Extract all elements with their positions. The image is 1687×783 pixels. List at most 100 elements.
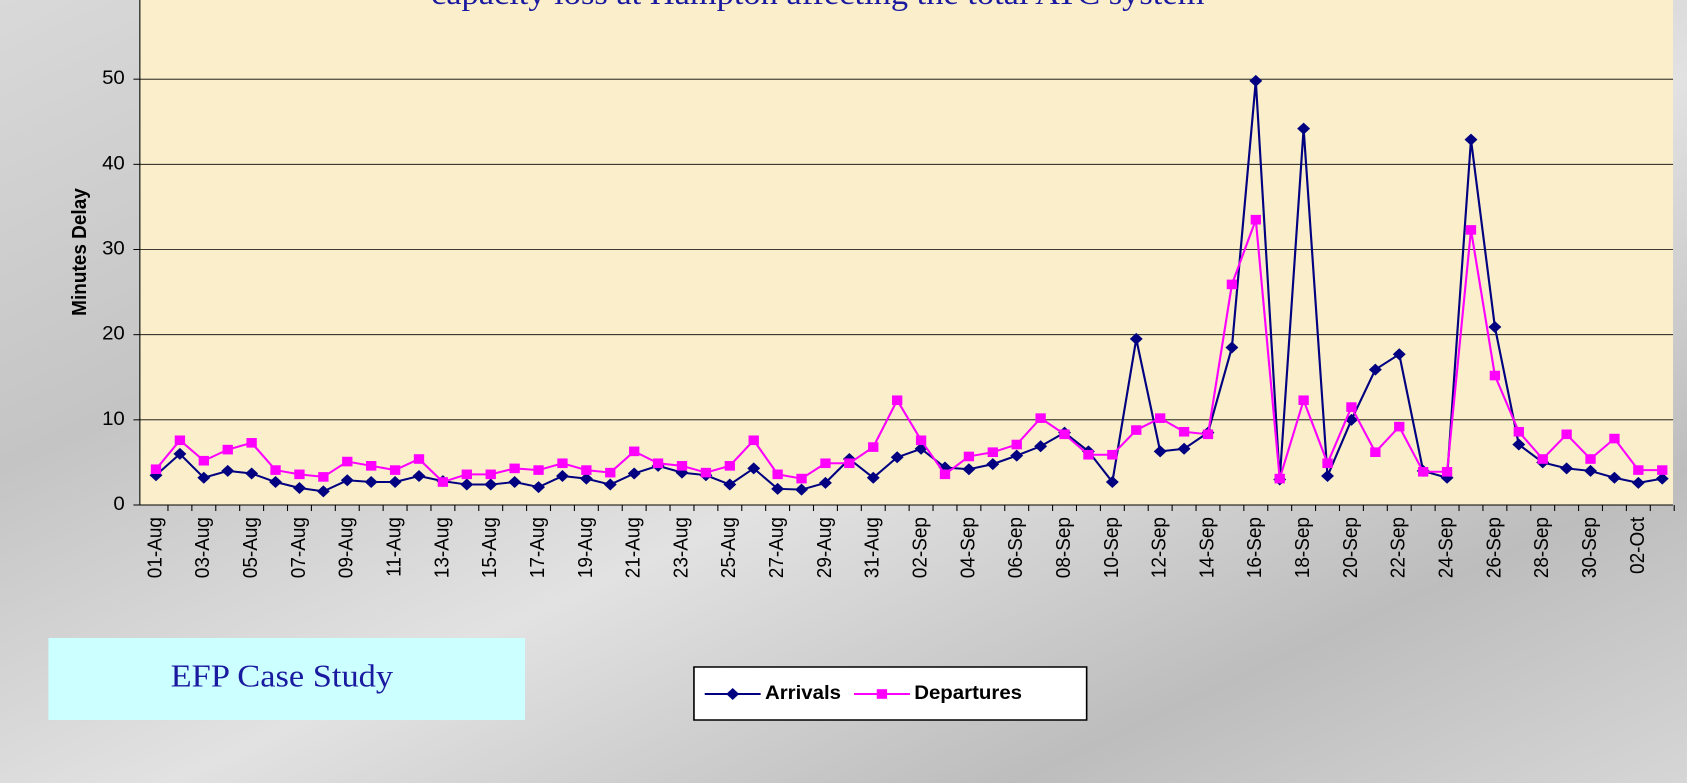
point — [389, 465, 401, 475]
y-tick-label: 30 — [102, 238, 125, 259]
point — [364, 476, 378, 489]
series-line — [155, 219, 1663, 484]
point — [772, 469, 783, 480]
x-tick-label: 08-Sep — [1052, 517, 1075, 578]
y-axis-label: Minutes Delay — [68, 188, 91, 316]
point — [1250, 214, 1261, 225]
point — [1155, 413, 1166, 423]
x-tick-label: 24-Sep — [1435, 517, 1458, 578]
point — [1537, 454, 1548, 464]
x-tick-label: 13-Aug — [431, 517, 454, 578]
point — [1607, 471, 1621, 484]
point — [676, 461, 688, 471]
x-tick-label: 17-Aug — [526, 517, 549, 578]
point — [939, 469, 951, 480]
point — [1059, 429, 1070, 440]
x-tick-label: 09-Aug — [335, 517, 358, 578]
point — [1131, 425, 1142, 435]
point — [987, 447, 998, 457]
point — [844, 458, 855, 469]
y-tick-label: 40 — [102, 153, 125, 174]
point — [1657, 465, 1668, 475]
point — [1105, 476, 1119, 489]
x-tick-label: 25-Aug — [718, 517, 741, 578]
point — [340, 474, 354, 487]
point — [700, 467, 712, 478]
point — [484, 478, 498, 491]
point — [1392, 348, 1406, 361]
x-tick-label: 28-Sep — [1531, 517, 1554, 578]
x-tick-label: 29-Aug — [813, 517, 836, 578]
point — [413, 454, 425, 464]
point — [1297, 122, 1311, 135]
point — [605, 467, 616, 478]
x-tick-label: 02-Sep — [909, 517, 932, 578]
point — [1298, 395, 1309, 406]
point — [1226, 279, 1238, 290]
point — [796, 473, 807, 484]
point — [652, 458, 664, 469]
x-tick-label: 06-Sep — [1005, 517, 1028, 578]
x-tick-label: 27-Aug — [765, 517, 788, 578]
point — [1107, 449, 1118, 460]
point — [1560, 462, 1574, 475]
point — [1585, 454, 1596, 464]
point — [1178, 426, 1190, 437]
point — [1584, 464, 1597, 477]
annotation-box — [48, 638, 526, 720]
annotation: EFP Case Study — [171, 658, 394, 694]
series-line — [155, 80, 1663, 493]
point — [1129, 332, 1143, 345]
point — [1488, 321, 1502, 334]
y-tick-label: 50 — [102, 68, 125, 89]
point — [723, 478, 737, 491]
point — [890, 451, 904, 464]
x-tick-label: 01-Aug — [144, 517, 167, 578]
x-tick-label: 11-Aug — [383, 517, 406, 577]
point — [1346, 402, 1357, 412]
point — [1489, 370, 1501, 381]
point — [1633, 465, 1644, 475]
point — [508, 476, 522, 489]
point — [221, 464, 235, 477]
x-tick-label: 12-Sep — [1148, 517, 1171, 578]
point — [1441, 466, 1453, 477]
x-tick-label: 26-Sep — [1483, 517, 1506, 578]
x-tick-label: 10-Sep — [1100, 517, 1123, 578]
point — [293, 481, 306, 494]
point — [197, 471, 211, 484]
point — [820, 458, 831, 469]
point — [771, 482, 785, 495]
point — [174, 435, 186, 446]
x-tick-label: 22-Sep — [1387, 517, 1410, 578]
y-tick-label: 0 — [113, 494, 124, 515]
x-tick-label: 20-Sep — [1339, 517, 1362, 578]
x-tick-label: 14-Sep — [1196, 517, 1219, 578]
chart-title: capacity loss at Hampton affecting the t… — [431, 0, 1205, 12]
legend-label: Arrivals — [765, 683, 841, 704]
point — [1465, 225, 1477, 235]
point — [173, 447, 187, 460]
point — [294, 469, 305, 480]
point — [579, 472, 593, 485]
point — [1609, 433, 1620, 444]
point — [1370, 447, 1381, 457]
point — [1010, 449, 1024, 462]
point — [986, 458, 1000, 471]
point — [962, 463, 976, 476]
point — [1464, 133, 1478, 146]
point — [629, 446, 640, 457]
point — [437, 477, 449, 487]
point — [1513, 426, 1524, 437]
point — [366, 461, 377, 471]
point — [1274, 473, 1285, 484]
point — [1322, 458, 1333, 469]
plot-area — [139, 0, 1674, 505]
x-tick-label: 19-Aug — [574, 517, 597, 578]
x-tick-label: 30-Sep — [1578, 517, 1601, 578]
point — [724, 461, 735, 471]
point — [1035, 413, 1046, 423]
point — [198, 455, 209, 466]
